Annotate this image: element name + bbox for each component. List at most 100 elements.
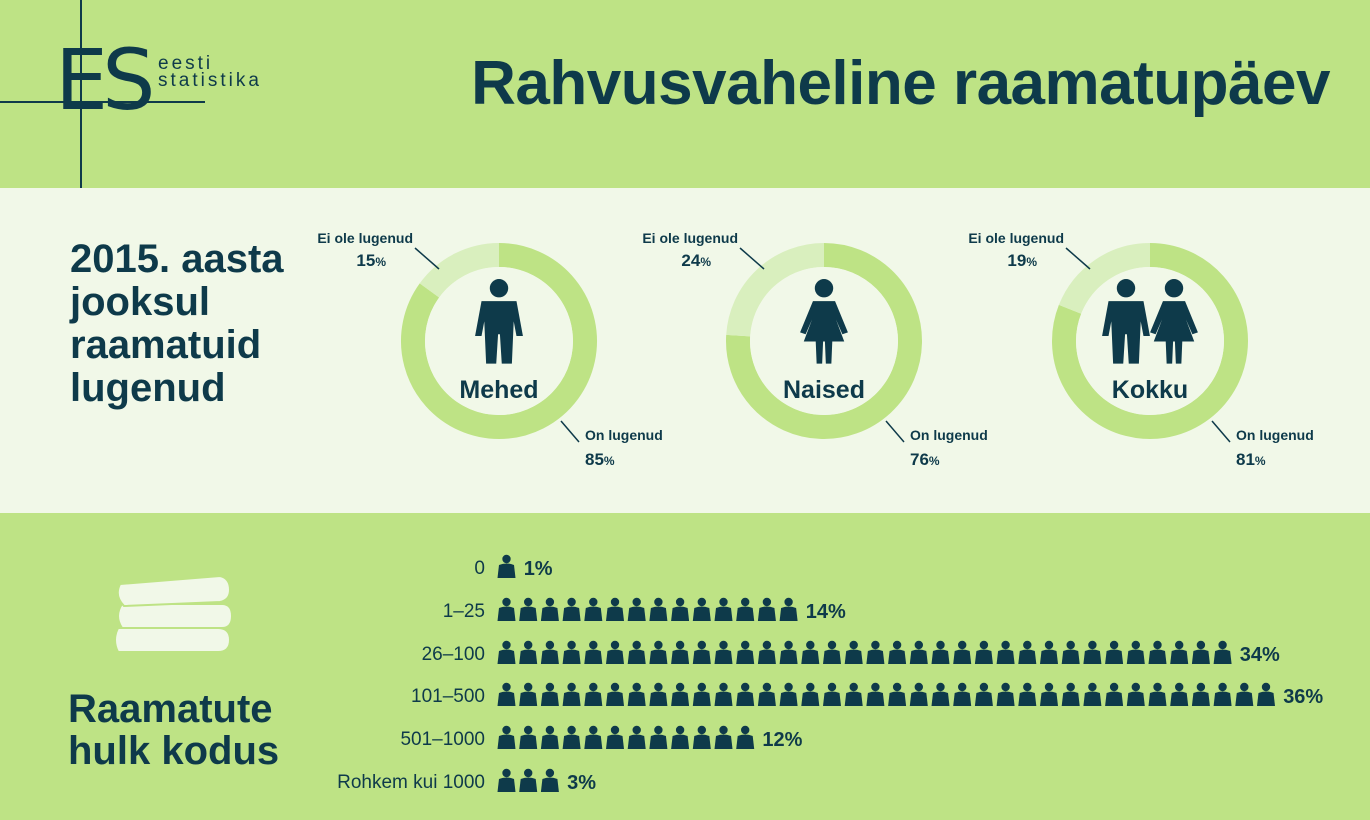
person-mark [540,640,559,664]
category-label: 0 [474,558,485,579]
books-pictogram-chart: 0 1% 1–25 14% 26–100 34% 101–500 36% 501–1000 12%… [337,554,1323,794]
category-label: 26–100 [422,644,485,665]
person-mark [844,682,863,706]
person-mark [584,597,603,621]
person-mark [757,640,776,664]
value-label: 34% [1240,644,1280,666]
read-label: On lugenud [910,427,988,443]
person-mark [1126,640,1145,664]
not-read-label: Ei ole lugenud [968,230,1064,246]
person-mark [519,682,538,706]
pictogram-row: 501–1000 12% [400,725,803,751]
reading-title: 2015. aasta jooksul raamatuid lugenud [70,237,284,410]
person-mark [649,725,668,749]
person-mark [606,640,624,664]
books-title: Raamatute hulk kodus [68,687,280,773]
not-read-value: 15% [356,251,386,270]
person-mark [801,682,820,706]
person-mark [519,597,538,621]
pictogram-row: 1–25 14% [443,597,846,623]
person-mark [497,640,516,664]
person-mark [692,597,711,621]
person-mark [1235,682,1254,706]
logo-vertical-line [80,0,82,188]
person-mark [1018,682,1037,706]
person-mark [692,682,711,706]
category-label: Rohkem kui 1000 [337,772,485,793]
donut-charts: Mehed Ei ole lugenud 15% On lugenud 85% Naise… [317,230,1313,469]
person-mark [649,640,668,664]
pictogram-row: 0 1% [474,554,553,580]
donut-slice-read [1052,243,1248,439]
woman-icon [800,279,848,364]
person-mark [801,640,820,664]
read-label: On lugenud [1236,427,1314,443]
donut-group-label: Naised [783,376,865,404]
person-mark [757,597,776,621]
person-mark [909,640,928,664]
logo-mark: ES [55,31,155,129]
person-mark [1213,640,1232,664]
value-label: 3% [567,772,596,794]
person-mark [1083,640,1102,664]
person-mark [714,725,733,749]
person-mark [562,640,581,664]
person-mark [1213,682,1232,706]
person-mark [649,597,668,621]
person-mark [671,597,690,621]
person-mark [562,725,581,749]
value-label: 14% [806,601,846,623]
read-value: 76% [910,450,940,469]
not-read-value: 19% [1007,251,1037,270]
person-mark [736,597,755,621]
value-label: 1% [524,558,553,580]
person-mark [1170,682,1189,706]
person-mark [714,640,733,664]
reading-section: 2015. aasta jooksul raamatuid lugenud Me… [0,188,1370,513]
person-mark [779,682,798,706]
value-label: 36% [1283,686,1323,708]
person-mark [540,768,559,792]
books-icon [108,566,234,666]
person-mark [497,768,516,792]
donut-naised: Naised Ei ole lugenud 24% On lugenud 76% [642,230,987,469]
person-mark [974,682,993,706]
person-mark [627,682,646,706]
person-mark [649,682,668,706]
person-mark [757,682,776,706]
donut-slice-not-read [419,243,500,298]
person-mark [974,640,993,664]
logo-horizontal-line [0,101,205,103]
donut-mehed: Mehed Ei ole lugenud 15% On lugenud 85% [317,230,662,469]
person-mark [823,640,841,664]
person-mark [1191,682,1210,706]
person-mark [736,682,755,706]
person-mark [844,640,863,664]
person-mark [866,682,885,706]
person-mark [823,682,841,706]
person-mark [1061,640,1080,664]
person-mark [671,682,690,706]
person-mark [1170,640,1189,664]
person-mark [519,768,538,792]
pictogram-row: 101–500 36% [411,682,1323,708]
man-icon [475,279,523,364]
head [489,279,509,298]
person-mark [1061,682,1080,706]
person-mark [779,597,798,621]
head [1116,279,1136,298]
person-mark [692,640,711,664]
person-mark [519,640,538,664]
person-mark [953,682,972,706]
donut-kokku: Kokku Ei ole lugenud 19% On lugenud 81% [968,230,1313,469]
person-mark [1105,640,1124,664]
person-mark [692,725,711,749]
page-title: Rahvusvaheline raamatupäev [471,49,1330,118]
read-value: 85% [585,450,615,469]
person-mark [714,682,733,706]
person-mark [497,554,516,578]
person-mark [627,597,646,621]
person-mark [1126,682,1145,706]
person-mark [736,725,755,749]
person-mark [540,725,559,749]
